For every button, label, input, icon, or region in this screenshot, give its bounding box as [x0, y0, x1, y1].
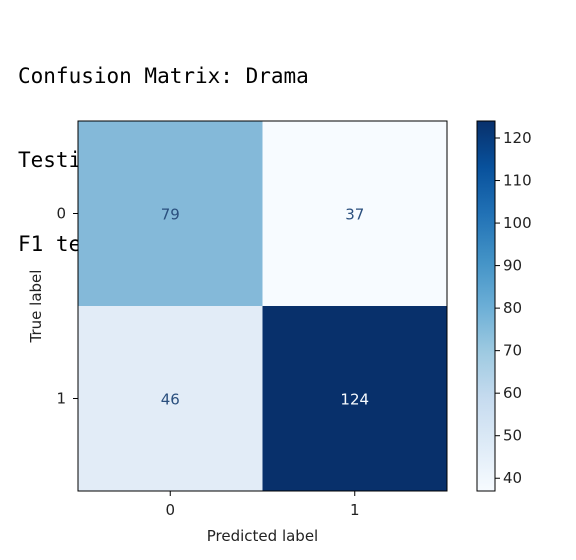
- cell-value-label: 46: [161, 391, 180, 409]
- chart-title-line: Confusion Matrix: Drama: [18, 64, 309, 88]
- colorbar-tick-label: 80: [503, 299, 522, 317]
- colorbar: [476, 120, 496, 492]
- colorbar-tick-label: 60: [503, 384, 522, 402]
- cell-value-label: 37: [345, 206, 364, 224]
- colorbar-tick-label: 90: [503, 257, 522, 275]
- colorbar-tick-label: 120: [503, 129, 532, 147]
- x-axis-title: Predicted label: [207, 527, 318, 545]
- colorbar-tick-label: 40: [503, 469, 522, 487]
- x-tick-label: 0: [165, 501, 175, 519]
- cell-value-label: 79: [161, 206, 180, 224]
- colorbar-tick-label: 50: [503, 427, 522, 445]
- y-tick-label: 0: [56, 205, 66, 223]
- matrix-frame: [77, 120, 448, 492]
- matrix-cell-1-1: [262, 306, 447, 491]
- colorbar-tick-label: 100: [503, 214, 532, 232]
- matrix-cell-0-0: [78, 121, 263, 306]
- y-tick-label: 1: [56, 390, 66, 408]
- colorbar-tick-label: 70: [503, 342, 522, 360]
- colorbar-tick-label: 110: [503, 172, 532, 190]
- cell-value-label: 124: [340, 391, 369, 409]
- matrix-cell-0-1: [262, 121, 447, 306]
- x-tick-label: 1: [350, 501, 360, 519]
- y-axis-title: True label: [27, 270, 45, 344]
- matrix-cell-1-0: [78, 306, 263, 491]
